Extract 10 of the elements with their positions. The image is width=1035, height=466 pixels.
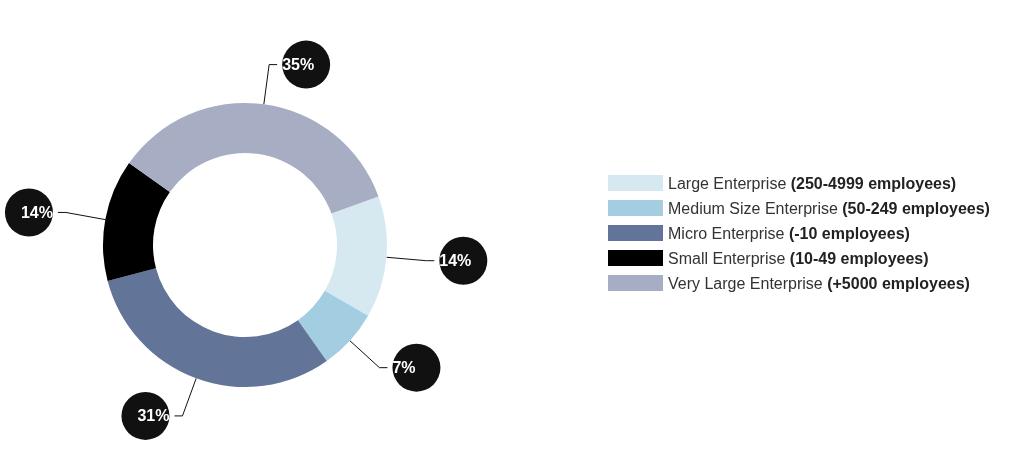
data-label: 14% bbox=[20, 203, 53, 221]
legend-label: Large Enterprise (250-4999 employees) bbox=[668, 174, 957, 192]
data-label: 31% bbox=[137, 407, 170, 425]
legend-label: Medium Size Enterprise (50-249 employees) bbox=[668, 199, 990, 217]
legend-label: Very Large Enterprise (+5000 employees) bbox=[668, 274, 970, 292]
legend-label: Small Enterprise (10-49 employees) bbox=[668, 249, 929, 267]
legend-label: Micro Enterprise (-10 employees) bbox=[668, 224, 910, 242]
data-label: 35% bbox=[282, 56, 315, 74]
data-label: 7% bbox=[392, 359, 416, 377]
data-label: 14% bbox=[439, 252, 472, 270]
